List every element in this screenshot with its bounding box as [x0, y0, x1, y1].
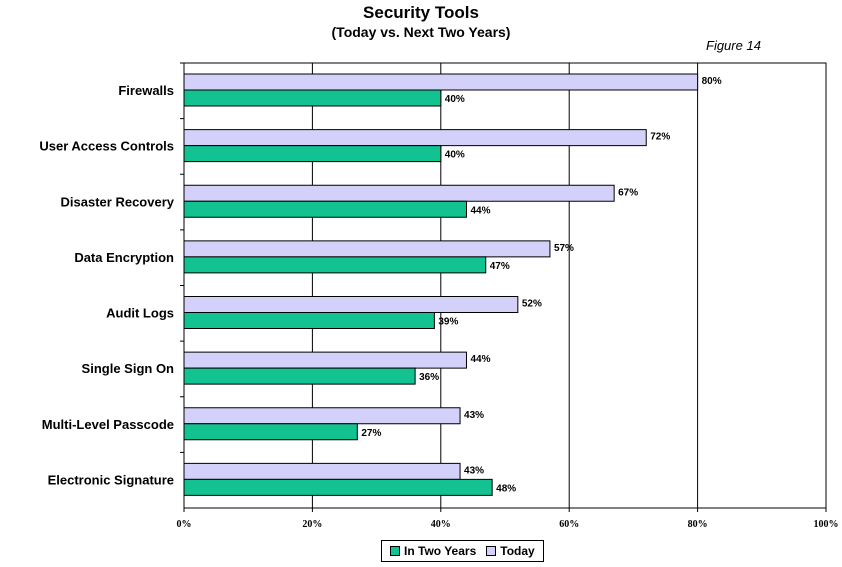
category-label: Disaster Recovery [61, 194, 175, 209]
data-label-today: 72% [650, 132, 670, 143]
x-tick-label: 20% [302, 519, 322, 530]
bar-today [183, 407, 461, 425]
bar-in-two-years [183, 89, 442, 107]
bar-today [183, 296, 519, 313]
bar-in-two-years [183, 312, 435, 329]
bar-in-two-years [183, 367, 416, 385]
bar-in-two-years [183, 423, 358, 441]
x-tick-label: 80% [688, 519, 708, 530]
data-label-today: 80% [702, 76, 722, 87]
category-label: Data Encryption [74, 250, 174, 265]
data-label-in-two-years: 44% [470, 205, 490, 216]
legend-item-in-two-years: In Two Years [390, 544, 476, 558]
category-label: Multi-Level Passcode [42, 417, 174, 432]
bar-today [183, 184, 615, 202]
data-label-today: 43% [464, 465, 484, 476]
chart-title: Security Tools [363, 3, 479, 22]
x-tick-label: 40% [431, 519, 451, 530]
bar-in-two-years [183, 256, 487, 274]
bar-chart: 0% 20% 40% 60% 80% 100% 80% 40% Firewalls 72% 40% U… [39, 62, 839, 530]
bar-today [183, 462, 461, 480]
x-tick-label: 100% [814, 519, 839, 530]
bar-today [183, 240, 551, 258]
category-label: Firewalls [118, 83, 174, 98]
x-tick-label: 60% [559, 519, 579, 530]
data-label-in-two-years: 39% [438, 317, 458, 328]
category-label: Electronic Signature [48, 472, 174, 487]
category-label: User Access Controls [39, 139, 174, 154]
legend-label-in-two-years: In Two Years [404, 544, 477, 558]
category-label: Single Sign On [82, 361, 175, 376]
legend-label-today: Today [500, 544, 535, 558]
chart-legend: In Two Years Today [381, 540, 544, 562]
bar-in-two-years [183, 200, 467, 218]
data-label-today: 57% [554, 243, 574, 254]
x-tick-label: 0% [177, 519, 192, 530]
data-label-in-two-years: 40% [445, 150, 465, 161]
category-label: Audit Logs [106, 306, 174, 321]
bar-today [183, 129, 647, 147]
data-label-today: 43% [464, 410, 484, 421]
figure-label: Figure 14 [706, 38, 761, 53]
bar-today [183, 73, 699, 91]
data-label-in-two-years: 27% [361, 428, 381, 439]
chart-subtitle: (Today vs. Next Two Years) [331, 24, 511, 40]
data-label-in-two-years: 36% [419, 372, 439, 383]
legend-swatch-today [486, 546, 497, 556]
data-label-today: 44% [470, 354, 490, 365]
data-label-today: 67% [618, 187, 638, 198]
legend-swatch-in-two-years [390, 546, 400, 556]
data-label-in-two-years: 48% [496, 483, 516, 494]
bar-today [183, 351, 467, 369]
data-label-in-two-years: 47% [490, 261, 510, 272]
data-label-in-two-years: 40% [445, 94, 465, 105]
bar-in-two-years [183, 478, 493, 496]
legend-item-today: Today [486, 544, 535, 558]
bar-in-two-years [183, 145, 442, 163]
data-label-today: 52% [522, 299, 542, 310]
